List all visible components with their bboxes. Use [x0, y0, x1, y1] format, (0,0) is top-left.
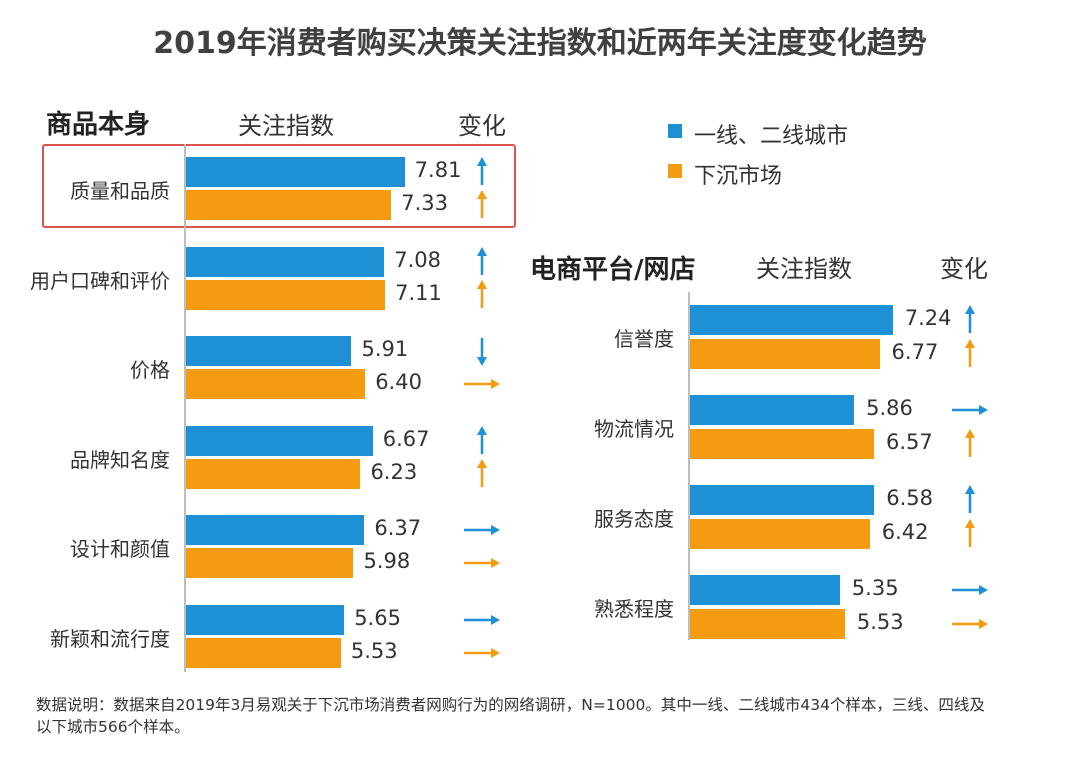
change-arrow-icon	[462, 605, 502, 635]
platform-change-header: 变化	[940, 255, 988, 283]
bar	[690, 609, 845, 639]
change-arrow-icon	[950, 575, 990, 605]
bar	[690, 305, 893, 335]
bar	[186, 425, 373, 456]
bar-value-label: 6.23	[370, 459, 418, 484]
category-axis-line	[688, 292, 690, 640]
change-arrow-icon	[950, 609, 990, 639]
footnote: 数据说明：数据来自2019年3月易观关于下沉市场消费者网购行为的网络调研，N=1…	[36, 696, 985, 736]
change-arrow-icon	[950, 519, 990, 549]
category-label: 品牌知名度	[70, 447, 170, 472]
bar-value-label: 7.11	[395, 280, 442, 305]
platform-index-header: 关注指数	[756, 255, 852, 283]
bar-value-label: 6.67	[382, 426, 430, 451]
bar-value-label: 6.57	[885, 430, 933, 454]
category-label: 信誉度	[614, 327, 674, 351]
bar-value-label: 6.58	[886, 486, 933, 510]
legend-label: 下沉市场	[694, 164, 783, 189]
category-label: 价格	[130, 358, 170, 382]
category-label: 设计和颜值	[70, 537, 170, 561]
bar	[186, 548, 354, 578]
change-arrow-icon	[462, 369, 502, 399]
bar-value-label: 6.40	[375, 370, 422, 394]
bar	[186, 157, 405, 187]
bar	[186, 369, 366, 399]
change-arrow-icon	[950, 339, 990, 369]
bar	[690, 485, 875, 515]
change-arrow-icon	[950, 429, 990, 459]
bar	[186, 246, 385, 277]
bar	[186, 604, 345, 635]
change-arrow-icon	[462, 458, 502, 489]
bar-value-label: 6.37	[374, 516, 422, 540]
change-arrow-icon	[950, 485, 990, 515]
bar-value-label: 6.77	[891, 340, 939, 364]
change-arrow-icon	[462, 425, 502, 456]
category-label: 用户口碑和评价	[30, 268, 170, 293]
bar-value-label: 7.24	[904, 306, 952, 330]
bar-value-label: 5.91	[361, 337, 409, 361]
bar-value-label: 5.65	[354, 605, 401, 630]
change-arrow-icon	[950, 305, 990, 335]
category-label: 物流情况	[594, 417, 674, 441]
category-label: 熟悉程度	[594, 597, 674, 621]
product-index-header: 关注指数	[238, 112, 334, 140]
change-arrow-icon	[462, 157, 502, 187]
bar	[186, 458, 361, 489]
bar-value-label: 7.08	[394, 247, 441, 272]
change-arrow-icon	[462, 638, 502, 668]
change-arrow-icon	[462, 515, 502, 545]
bar	[186, 637, 341, 668]
bar-value-label: 5.53	[856, 610, 904, 634]
bar	[690, 519, 870, 549]
bar	[690, 339, 880, 369]
bar-value-label: 7.81	[414, 158, 462, 182]
bar	[186, 515, 365, 545]
product-change-header: 变化	[458, 112, 506, 140]
category-axis-line	[184, 144, 186, 672]
bar	[186, 190, 392, 220]
platform-panel-heading: 电商平台/网店	[530, 255, 696, 285]
chart-title: 2019年消费者购买决策关注指数和近两年关注度变化趋势	[153, 26, 927, 61]
category-label: 质量和品质	[70, 179, 170, 203]
bar-value-label: 5.53	[350, 638, 398, 663]
category-label: 新颖和流行度	[50, 626, 170, 651]
highlight-box	[42, 144, 516, 228]
change-arrow-icon	[462, 336, 502, 366]
product-panel-heading: 商品本身	[46, 110, 151, 140]
bar-value-label: 6.42	[881, 520, 929, 544]
bar	[186, 336, 352, 366]
change-arrow-icon	[462, 548, 502, 578]
change-arrow-icon	[950, 395, 990, 425]
legend-swatch	[668, 164, 682, 178]
change-arrow-icon	[462, 190, 502, 220]
legend-swatch	[668, 124, 682, 138]
bar	[690, 575, 840, 605]
bar-value-label: 5.98	[363, 549, 411, 573]
change-arrow-icon	[462, 279, 502, 310]
bar-value-label: 5.86	[866, 396, 913, 420]
bar	[186, 279, 386, 310]
category-label: 服务态度	[594, 507, 674, 531]
bar	[690, 395, 855, 425]
bar-value-label: 7.33	[401, 191, 448, 215]
bar-value-label: 5.35	[851, 576, 899, 600]
change-arrow-icon	[462, 246, 502, 277]
legend-label: 一线、二线城市	[694, 124, 849, 149]
bar	[690, 429, 874, 459]
